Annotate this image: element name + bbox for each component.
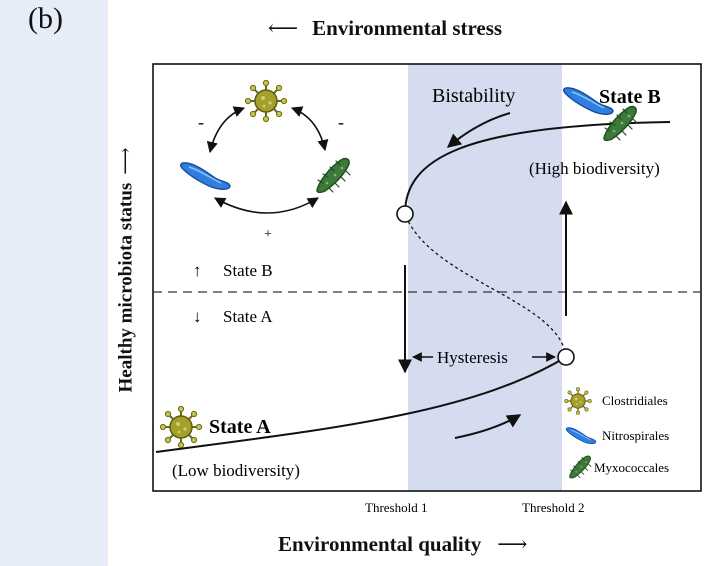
- legend-item-label: Clostridiales: [602, 393, 668, 408]
- interaction-arrow-left: [206, 106, 246, 154]
- left-background-strip: [0, 0, 108, 566]
- legend: Clostridiales Nitrospirales Myxococcales: [563, 386, 669, 479]
- top-axis-title: ⟵ Environmental stress: [268, 16, 502, 41]
- tipping-point-upper: [396, 205, 414, 223]
- panel-label: (b): [28, 2, 63, 35]
- down-arrow-icon: ↓: [193, 307, 202, 326]
- legend-clostridiales-icon: [563, 386, 593, 416]
- state-a-subtitle: (Low biodiversity): [172, 461, 300, 480]
- legend-nitrospirales-icon: [565, 427, 597, 445]
- interaction-arrow-bottom: [214, 197, 319, 214]
- legend-item-label: Nitrospirales: [602, 428, 669, 443]
- unstable-branch-curve: [404, 213, 567, 358]
- environmental-stress-label: Environmental stress: [312, 16, 503, 40]
- threshold-1-label: Threshold 1: [365, 500, 427, 515]
- state-b-title: State B: [599, 86, 661, 108]
- bottom-axis-title: Environmental quality ⟶: [278, 532, 527, 557]
- upper-direction-arrow: [446, 112, 511, 148]
- state-a-indicator-label: State A: [223, 307, 273, 326]
- up-arrow-icon: ↑: [193, 261, 202, 280]
- clostridiales-icon: [244, 79, 288, 123]
- state-a-clostridiales-icon: [159, 405, 203, 449]
- state-b-subtitle: (High biodiversity): [529, 159, 660, 178]
- legend-myxococcales-icon: [569, 455, 592, 479]
- state-b-indicator-label: State B: [223, 261, 273, 280]
- interaction-sign-minus-right: -: [338, 112, 344, 132]
- nitrospirales-icon: [180, 162, 231, 191]
- right-arrow-icon: ⟶: [497, 532, 528, 556]
- tipping-point-lower: [557, 348, 575, 366]
- lower-direction-arrow: [454, 414, 522, 439]
- interaction-sign-plus: +: [264, 227, 272, 242]
- left-arrow-icon: ⟵: [268, 16, 299, 40]
- plot-frame: [152, 63, 702, 492]
- interaction-arrow-right: [290, 106, 329, 152]
- environmental-quality-label: Environmental quality: [278, 532, 482, 556]
- state-a-title: State A: [209, 416, 271, 438]
- bistability-label: Bistability: [432, 85, 515, 107]
- bistability-region: [408, 64, 562, 491]
- legend-item-label: Myxococcales: [594, 460, 669, 475]
- myxococcales-icon: [316, 157, 351, 194]
- upper-branch-curve: [404, 121, 671, 215]
- interaction-sign-minus-left: -: [198, 112, 204, 132]
- lower-branch-curve: [155, 356, 567, 453]
- hysteresis-label: Hysteresis: [437, 348, 508, 367]
- threshold-2-label: Threshold 2: [522, 500, 584, 515]
